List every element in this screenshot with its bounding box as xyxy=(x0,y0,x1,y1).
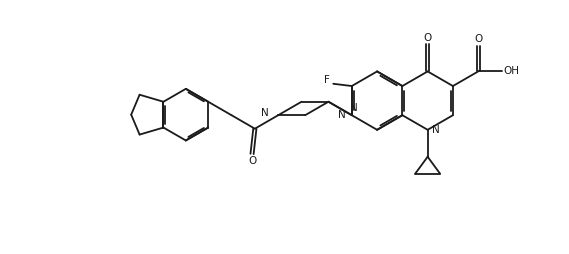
Text: OH: OH xyxy=(504,67,519,76)
Text: N: N xyxy=(349,103,357,114)
Text: N: N xyxy=(262,108,269,118)
Text: F: F xyxy=(324,75,330,85)
Text: N: N xyxy=(339,110,346,120)
Text: O: O xyxy=(248,156,256,166)
Text: O: O xyxy=(423,33,432,43)
Text: N: N xyxy=(431,125,439,135)
Text: O: O xyxy=(474,35,483,44)
